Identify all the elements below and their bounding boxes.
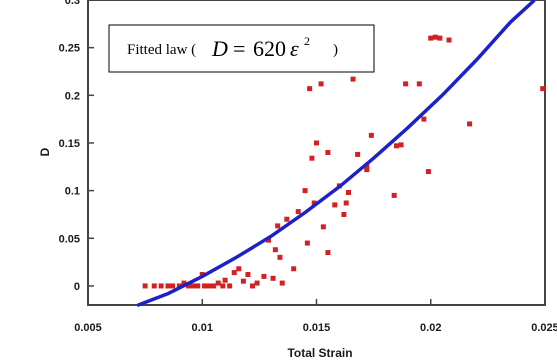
data-point xyxy=(211,283,217,289)
data-point xyxy=(291,266,297,272)
data-point xyxy=(307,86,313,92)
data-point xyxy=(350,76,356,82)
data-point xyxy=(190,283,196,289)
data-point xyxy=(206,283,212,289)
data-point xyxy=(277,254,283,260)
y-axis-label: D xyxy=(38,147,52,156)
legend-frame xyxy=(108,24,375,73)
y-tick-label: 0.15 xyxy=(59,138,80,150)
data-point xyxy=(245,272,251,277)
data-point xyxy=(332,202,338,208)
data-point xyxy=(186,283,192,289)
legend-prefix: Fitted law ( xyxy=(127,42,196,58)
y-tick-label: 0.2 xyxy=(65,90,80,102)
data-point xyxy=(416,81,422,87)
legend-variable: ε xyxy=(290,36,299,61)
y-axis-ticks: 0 0.05 0.1 0.15 0.2 0.25 0.3 xyxy=(59,0,94,293)
data-point xyxy=(236,266,242,272)
data-point xyxy=(467,121,473,127)
y-tick-label: 0.05 xyxy=(59,233,80,245)
x-tick-label: 0.025 xyxy=(531,322,557,334)
data-point xyxy=(320,224,326,230)
data-point xyxy=(295,209,301,215)
x-tick-label: 0.015 xyxy=(303,322,331,334)
data-point xyxy=(302,188,308,194)
data-point xyxy=(325,250,331,256)
data-point xyxy=(421,116,427,122)
data-point xyxy=(355,151,361,157)
y-tick-label: 0.1 xyxy=(65,186,80,198)
data-point xyxy=(325,150,331,155)
data-point xyxy=(165,283,171,289)
legend-box: Fitted law ( D = 620 ε 2 ) xyxy=(108,24,375,73)
data-point xyxy=(425,169,431,175)
data-point xyxy=(222,277,228,283)
data-point xyxy=(195,283,201,289)
legend-coefficient: 620 xyxy=(253,36,286,61)
data-point xyxy=(261,273,267,279)
data-point xyxy=(311,200,317,206)
data-points xyxy=(142,34,546,289)
data-point xyxy=(398,142,404,148)
data-point xyxy=(254,280,260,286)
data-point xyxy=(318,81,324,87)
data-point xyxy=(428,35,434,41)
data-point xyxy=(240,278,246,284)
data-point xyxy=(142,283,148,289)
data-point xyxy=(279,280,285,286)
data-point xyxy=(314,140,319,146)
data-point xyxy=(170,283,176,289)
x-axis-ticks: 0.005 0.01 0.015 0.02 0.025 xyxy=(74,299,557,334)
data-point xyxy=(250,283,256,289)
data-point xyxy=(393,143,399,149)
data-point xyxy=(220,283,226,289)
data-point xyxy=(304,240,310,246)
data-point xyxy=(364,164,370,170)
data-point xyxy=(432,34,438,40)
data-point xyxy=(345,190,351,196)
data-point xyxy=(391,192,397,198)
data-point xyxy=(275,223,281,229)
legend-equals: = xyxy=(233,36,245,61)
data-point xyxy=(181,280,187,286)
legend-lhs: D xyxy=(211,36,228,61)
data-point xyxy=(437,35,443,41)
data-point xyxy=(227,283,233,289)
data-point xyxy=(272,247,278,253)
data-point xyxy=(158,283,164,289)
data-point xyxy=(403,81,409,87)
y-tick-label: 0.25 xyxy=(59,43,80,55)
x-tick-label: 0.005 xyxy=(74,322,102,334)
x-axis-label: Total Strain xyxy=(287,346,352,360)
legend-exponent: 2 xyxy=(304,34,310,48)
data-point xyxy=(151,283,157,289)
data-point xyxy=(215,280,221,286)
data-point xyxy=(343,200,349,206)
y-tick-label: 0 xyxy=(74,281,80,293)
data-point xyxy=(231,270,237,276)
data-point xyxy=(364,167,370,173)
x-tick-label: 0.02 xyxy=(420,322,441,334)
data-point xyxy=(270,275,276,281)
data-point xyxy=(202,283,208,289)
fitted-curve xyxy=(136,0,536,307)
legend-suffix: ) xyxy=(333,42,338,58)
data-point xyxy=(446,37,452,43)
data-point xyxy=(368,132,374,138)
data-point xyxy=(341,211,347,217)
x-tick-label: 0.01 xyxy=(192,322,213,334)
data-point xyxy=(540,86,546,92)
data-point xyxy=(284,216,290,222)
data-point xyxy=(266,237,272,243)
data-point xyxy=(309,155,315,161)
y-tick-label: 0.3 xyxy=(65,0,80,7)
